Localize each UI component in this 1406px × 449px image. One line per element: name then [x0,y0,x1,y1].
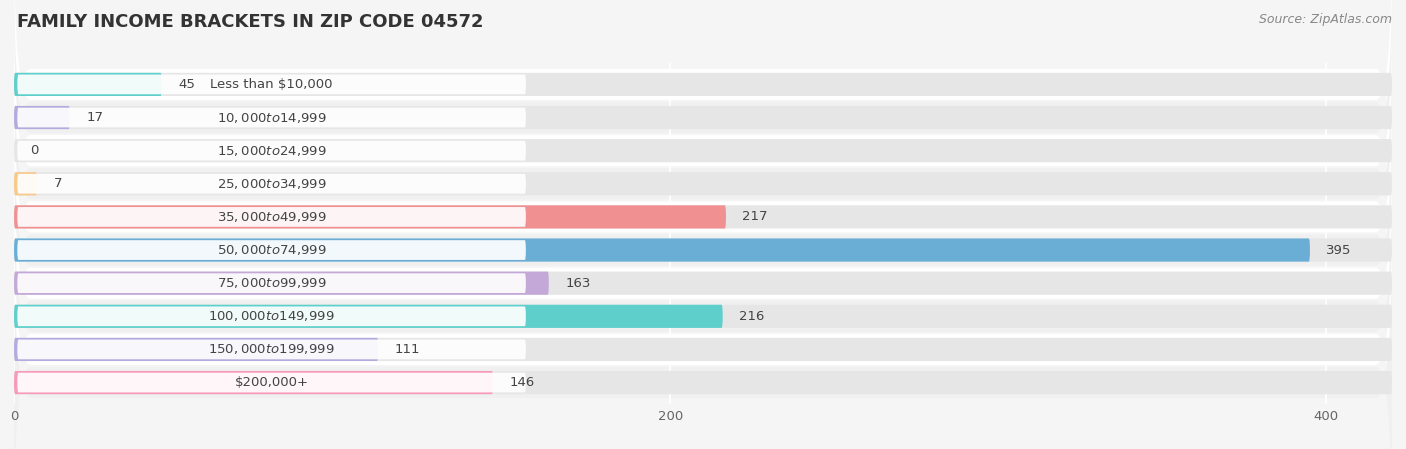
Text: 7: 7 [53,177,62,190]
FancyBboxPatch shape [17,75,526,94]
Text: $35,000 to $49,999: $35,000 to $49,999 [217,210,326,224]
FancyBboxPatch shape [14,338,1392,361]
FancyBboxPatch shape [14,238,1310,262]
Text: $75,000 to $99,999: $75,000 to $99,999 [217,276,326,290]
FancyBboxPatch shape [14,371,1392,394]
FancyBboxPatch shape [17,141,526,160]
FancyBboxPatch shape [14,106,1392,129]
FancyBboxPatch shape [14,272,1392,295]
FancyBboxPatch shape [14,73,1392,96]
Text: $150,000 to $199,999: $150,000 to $199,999 [208,343,335,357]
FancyBboxPatch shape [14,106,70,129]
FancyBboxPatch shape [14,139,1392,162]
FancyBboxPatch shape [14,100,1392,400]
Text: FAMILY INCOME BRACKETS IN ZIP CODE 04572: FAMILY INCOME BRACKETS IN ZIP CODE 04572 [17,13,484,31]
FancyBboxPatch shape [17,207,526,227]
FancyBboxPatch shape [14,305,723,328]
Text: $100,000 to $149,999: $100,000 to $149,999 [208,309,335,323]
FancyBboxPatch shape [14,371,494,394]
FancyBboxPatch shape [14,172,1392,195]
FancyBboxPatch shape [14,67,1392,367]
FancyBboxPatch shape [14,0,1392,301]
Text: $200,000+: $200,000+ [235,376,308,389]
Text: $15,000 to $24,999: $15,000 to $24,999 [217,144,326,158]
FancyBboxPatch shape [17,273,526,293]
Text: Source: ZipAtlas.com: Source: ZipAtlas.com [1258,13,1392,26]
FancyBboxPatch shape [14,238,1392,262]
Text: $25,000 to $34,999: $25,000 to $34,999 [217,177,326,191]
FancyBboxPatch shape [17,307,526,326]
FancyBboxPatch shape [17,339,526,359]
FancyBboxPatch shape [17,108,526,128]
FancyBboxPatch shape [14,305,1392,328]
FancyBboxPatch shape [14,133,1392,433]
Text: 111: 111 [395,343,420,356]
FancyBboxPatch shape [14,205,725,229]
FancyBboxPatch shape [14,172,37,195]
Text: Less than $10,000: Less than $10,000 [211,78,333,91]
Text: $50,000 to $74,999: $50,000 to $74,999 [217,243,326,257]
FancyBboxPatch shape [14,199,1392,449]
FancyBboxPatch shape [14,73,162,96]
FancyBboxPatch shape [14,338,378,361]
Text: 0: 0 [31,144,39,157]
FancyBboxPatch shape [14,205,1392,229]
Text: 216: 216 [740,310,765,323]
Text: $10,000 to $14,999: $10,000 to $14,999 [217,110,326,124]
FancyBboxPatch shape [14,233,1392,449]
Text: 395: 395 [1326,243,1351,256]
Text: 17: 17 [86,111,103,124]
FancyBboxPatch shape [17,174,526,194]
Text: 146: 146 [509,376,534,389]
FancyBboxPatch shape [17,240,526,260]
FancyBboxPatch shape [14,34,1392,334]
FancyBboxPatch shape [14,272,548,295]
Text: 217: 217 [742,211,768,224]
Text: 45: 45 [179,78,195,91]
FancyBboxPatch shape [14,0,1392,268]
Text: 163: 163 [565,277,591,290]
FancyBboxPatch shape [17,373,526,392]
FancyBboxPatch shape [14,0,1392,234]
FancyBboxPatch shape [14,166,1392,449]
